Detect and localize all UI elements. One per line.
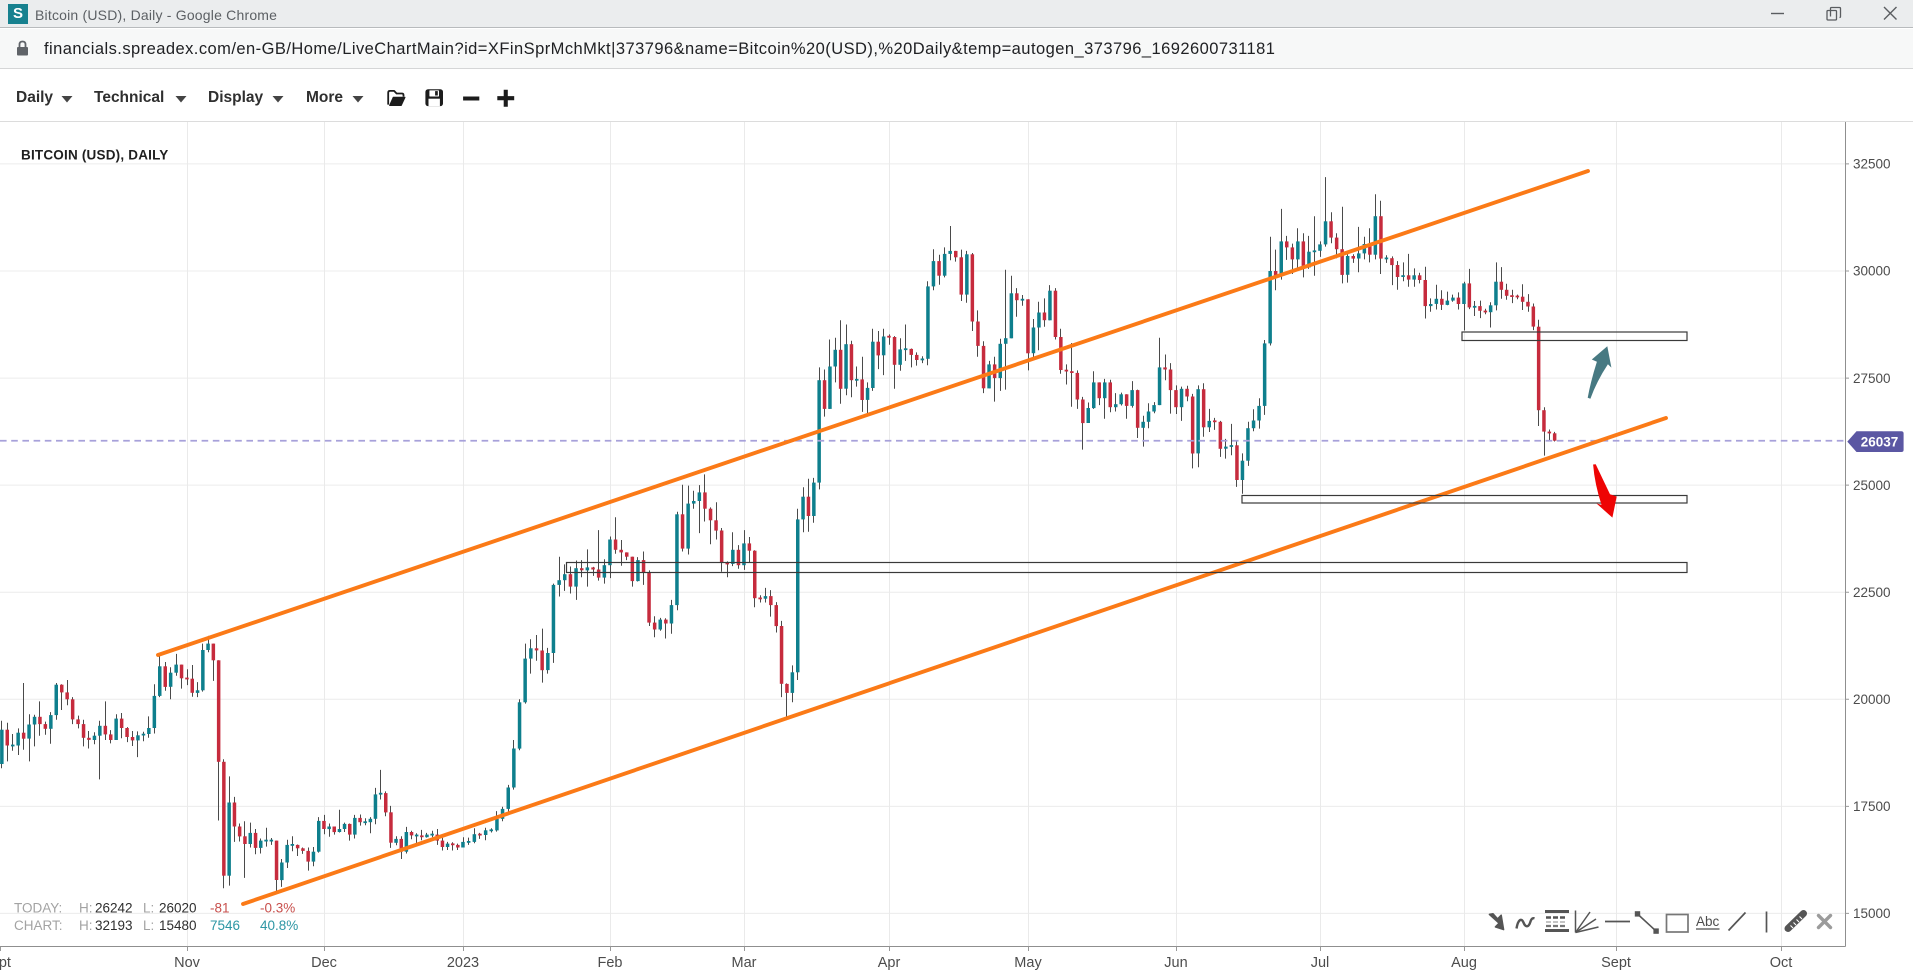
svg-text:BITCOIN (USD), DAILY: BITCOIN (USD), DAILY (21, 148, 169, 163)
svg-text:32500: 32500 (1853, 157, 1891, 172)
svg-text:Dec: Dec (311, 955, 337, 971)
svg-text:Mar: Mar (732, 955, 757, 971)
svg-text:20000: 20000 (1853, 692, 1891, 707)
svg-text:Sept: Sept (0, 955, 11, 971)
svg-text:Nov: Nov (174, 955, 201, 971)
svg-text:17500: 17500 (1853, 799, 1891, 814)
svg-text:Jul: Jul (1311, 955, 1330, 971)
svg-text:25000: 25000 (1853, 478, 1891, 493)
svg-text:Aug: Aug (1451, 955, 1477, 971)
svg-text:Feb: Feb (598, 955, 623, 971)
svg-text:2023: 2023 (447, 955, 479, 971)
svg-text:Sept: Sept (1601, 955, 1631, 971)
svg-text:22500: 22500 (1853, 585, 1891, 600)
svg-text:Jun: Jun (1164, 955, 1187, 971)
svg-text:30000: 30000 (1853, 264, 1891, 279)
svg-text:Apr: Apr (878, 955, 901, 971)
svg-text:15000: 15000 (1853, 906, 1891, 921)
svg-text:26037: 26037 (1861, 435, 1899, 450)
svg-text:Oct: Oct (1770, 955, 1793, 971)
svg-text:Abc: Abc (1696, 914, 1720, 929)
svg-text:27500: 27500 (1853, 371, 1891, 386)
svg-text:May: May (1014, 955, 1042, 971)
